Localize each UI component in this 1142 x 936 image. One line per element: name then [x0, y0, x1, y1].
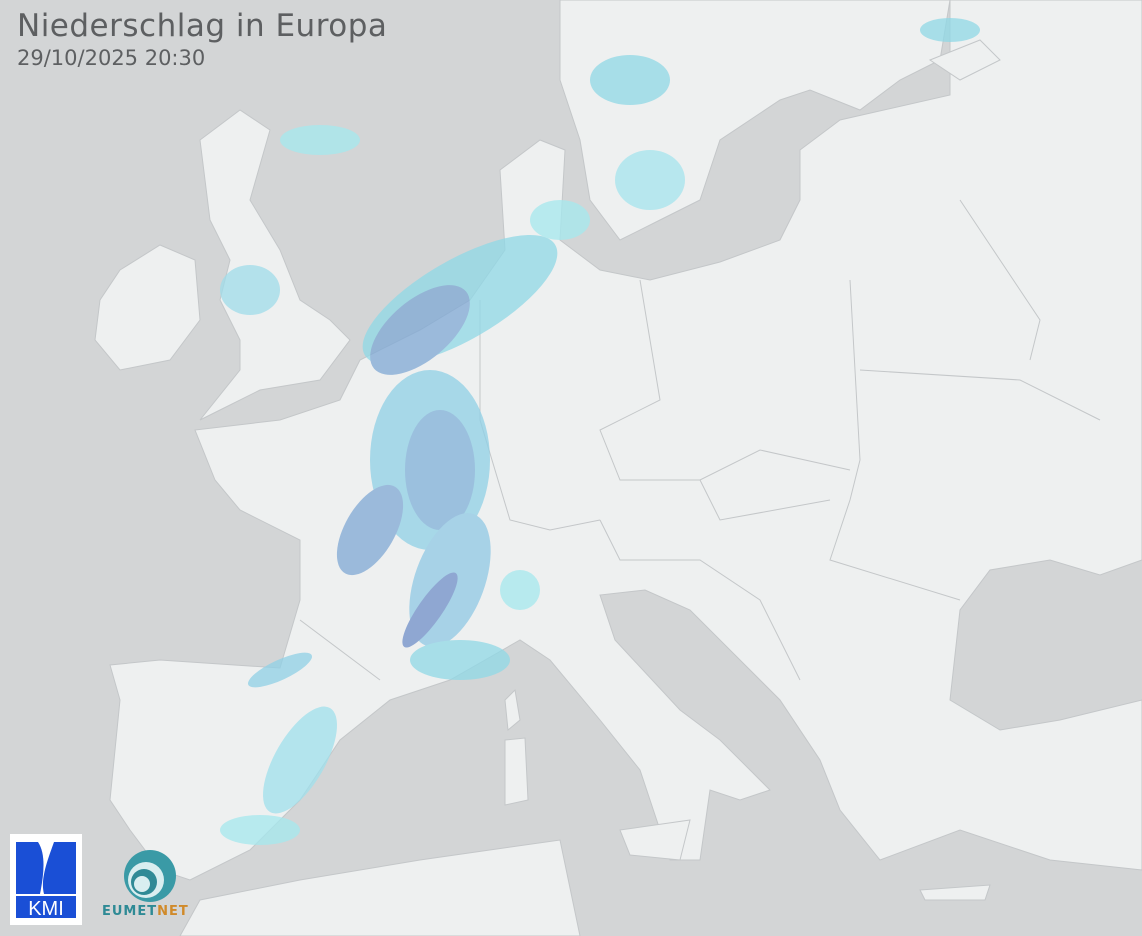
eumetnet-wordmark: EUMETNET: [102, 904, 189, 919]
eumetnet-logo: EUMETNET: [100, 846, 200, 926]
land-north-africa: [179, 839, 581, 936]
precipitation-areas: [220, 18, 980, 845]
land-mainland: [109, 0, 1142, 881]
land-sicily: [619, 819, 691, 861]
land-great-britain: [199, 109, 351, 421]
land-crete: [919, 884, 991, 901]
svg-text:KMI: KMI: [28, 898, 64, 920]
land-sardinia: [504, 737, 529, 806]
country-borders: [299, 199, 1101, 681]
map-timestamp: 29/10/2025 20:30: [17, 46, 206, 70]
land-corsica: [504, 688, 521, 731]
kmi-logo: KMI: [10, 834, 82, 925]
map-title: Niederschlag in Europa: [17, 8, 388, 44]
land-islands: [928, 39, 1001, 81]
land-ireland: [94, 244, 201, 371]
